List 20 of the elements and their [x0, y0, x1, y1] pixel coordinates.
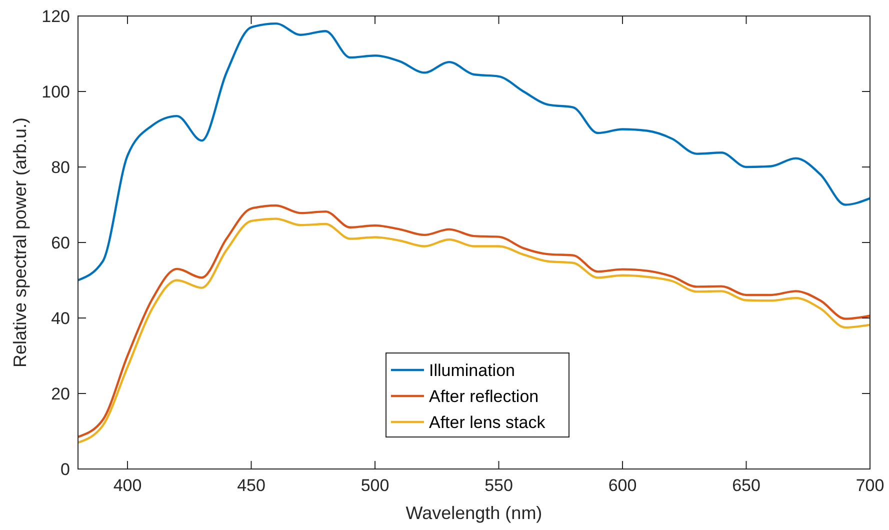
y-tick-label: 100: [42, 82, 70, 102]
legend-label: After reflection: [429, 387, 539, 406]
x-tick-label: 500: [360, 476, 390, 495]
legend-label: After lens stack: [429, 413, 546, 432]
y-tick-label: 40: [51, 309, 70, 328]
line-series: [76, 22, 872, 282]
y-tick-label: 80: [51, 158, 70, 177]
x-tick-label: 450: [237, 476, 266, 495]
y-axis-title: Relative spectral power (arb.u.): [10, 117, 30, 368]
legend-label: Illumination: [429, 361, 515, 380]
y-tick-label: 60: [51, 234, 70, 252]
x-tick-label: 400: [113, 476, 142, 495]
x-tick-label: 550: [484, 476, 513, 495]
x-tick-label: 600: [608, 476, 637, 495]
y-tick-label: 20: [51, 384, 70, 404]
x-tick-label: 650: [732, 476, 760, 495]
x-tick-label: 700: [856, 476, 884, 495]
y-tick-label: 120: [42, 7, 70, 26]
x-axis-title: Wavelength (nm): [406, 503, 542, 523]
y-tick-label: 0: [60, 460, 70, 479]
